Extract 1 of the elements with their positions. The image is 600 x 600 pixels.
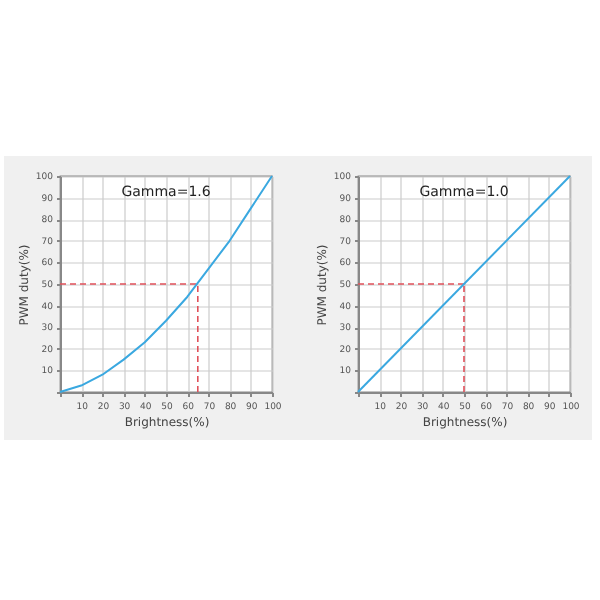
line-series bbox=[59, 175, 273, 393]
